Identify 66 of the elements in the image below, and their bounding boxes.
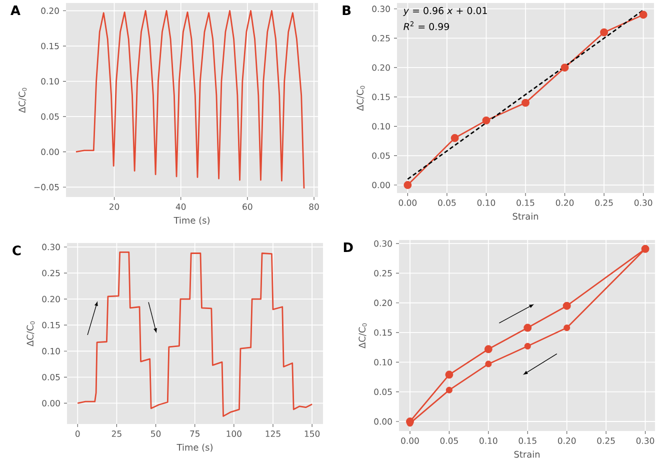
y-tick-label: 0.20 bbox=[374, 300, 392, 306]
y-axis-title: ΔC/C$_{0}$ bbox=[18, 88, 27, 113]
x-tick-label: 0.05 bbox=[438, 200, 456, 206]
y-tick-label: 0.00 bbox=[374, 418, 392, 425]
x-tick-label: 0.00 bbox=[401, 438, 419, 444]
y-axis-title: ΔC/C$_{0}$ bbox=[26, 321, 35, 346]
y-tick-label: 0.10 bbox=[42, 348, 60, 354]
x-tick-label: 0.15 bbox=[518, 438, 536, 444]
annotation: R$^{2}$ = 0.99 bbox=[404, 21, 449, 30]
chart-title: A bbox=[10, 6, 20, 15]
x-tick-label: 100 bbox=[226, 430, 242, 437]
x-tick-label: 60 bbox=[242, 204, 252, 210]
x-tick-label: 40 bbox=[176, 204, 186, 210]
annotation: y = 0.96 x + 0.01 bbox=[403, 7, 487, 16]
x-tick-label: 20 bbox=[110, 204, 120, 210]
x-tick-label: 25 bbox=[112, 430, 122, 437]
y-tick-label: 0.15 bbox=[374, 329, 392, 336]
y-tick-label: 0.25 bbox=[374, 270, 392, 276]
x-tick-label: 0.10 bbox=[480, 438, 498, 444]
x-axis-title: Time (s) bbox=[174, 216, 210, 225]
x-tick-label: 0.00 bbox=[398, 200, 417, 206]
y-tick-label: −0.05 bbox=[34, 184, 59, 190]
y-tick-label: 0.10 bbox=[41, 78, 59, 85]
x-tick-label: 0.15 bbox=[516, 200, 534, 206]
y-tick-label: 0.30 bbox=[374, 240, 392, 247]
y-tick-label: 0.10 bbox=[374, 358, 392, 366]
x-tick-label: 150 bbox=[304, 430, 320, 437]
x-axis-title: Time (s) bbox=[176, 444, 212, 452]
y-tick-label: 0.20 bbox=[42, 296, 60, 302]
x-axis-title: Strain bbox=[514, 450, 540, 458]
x-tick-label: 0.20 bbox=[556, 200, 574, 206]
y-tick-label: 0.20 bbox=[41, 8, 59, 14]
chart-title: C bbox=[12, 246, 21, 256]
x-axis-title: Strain bbox=[512, 212, 538, 220]
y-axis-title: ΔC/C$_{0}$ bbox=[356, 86, 365, 111]
y-tick-label: 0.05 bbox=[42, 374, 60, 380]
y-tick-label: 0.25 bbox=[42, 270, 60, 276]
y-tick-label: 0.15 bbox=[42, 322, 60, 328]
y-tick-label: 0.05 bbox=[372, 152, 390, 159]
x-tick-label: 0.25 bbox=[597, 438, 615, 444]
x-tick-label: 0 bbox=[75, 430, 80, 437]
x-tick-label: 80 bbox=[309, 204, 319, 210]
y-tick-label: 0.05 bbox=[41, 113, 59, 120]
x-tick-label: 0.30 bbox=[634, 200, 652, 206]
y-axis-title: ΔC/C$_{0}$ bbox=[358, 323, 367, 348]
x-tick-label: 75 bbox=[190, 430, 200, 437]
y-tick-label: 0.10 bbox=[372, 123, 390, 130]
y-tick-label: 0.30 bbox=[372, 6, 390, 12]
x-tick-label: 125 bbox=[266, 430, 280, 437]
y-tick-label: 0.25 bbox=[372, 35, 390, 42]
y-tick-label: 0.30 bbox=[42, 244, 60, 250]
y-tick-label: 0.00 bbox=[372, 182, 390, 188]
chart-title: D bbox=[344, 242, 353, 252]
x-tick-label: 0.30 bbox=[636, 438, 654, 444]
x-tick-label: 50 bbox=[151, 430, 161, 437]
y-tick-label: 0.00 bbox=[41, 148, 59, 156]
x-tick-label: 0.10 bbox=[477, 200, 496, 206]
x-tick-label: 0.25 bbox=[595, 200, 613, 206]
y-tick-label: 0.05 bbox=[374, 388, 392, 396]
y-tick-label: 0.15 bbox=[41, 42, 59, 50]
chart-title: B bbox=[342, 6, 351, 15]
y-tick-label: 0.00 bbox=[42, 400, 60, 406]
x-tick-label: 0.05 bbox=[440, 438, 458, 444]
y-tick-label: 0.15 bbox=[372, 94, 390, 100]
x-tick-label: 0.20 bbox=[558, 438, 576, 444]
y-tick-label: 0.20 bbox=[372, 64, 390, 71]
